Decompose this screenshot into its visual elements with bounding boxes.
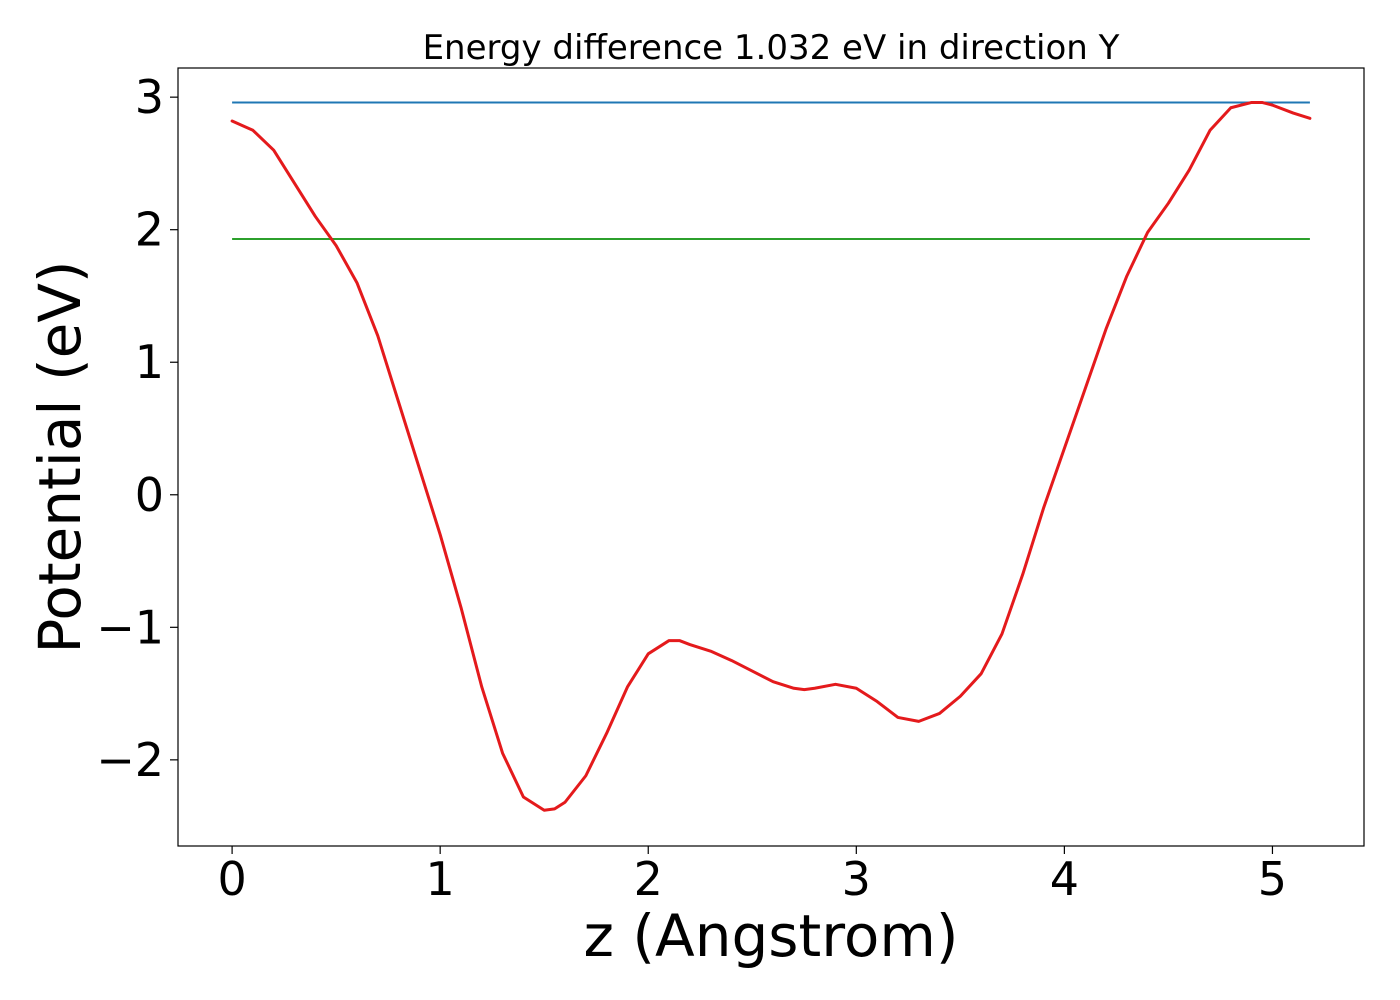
- y-tick-label: 2: [135, 203, 164, 257]
- x-tick-label: 0: [217, 852, 246, 906]
- axes: 0 1 2 3 4 5 −2 −1 0 1 2 3: [96, 70, 1287, 906]
- chart-title: Energy difference 1.032 eV in direction …: [423, 28, 1120, 68]
- x-tick-label: 4: [1050, 852, 1079, 906]
- x-tick-label: 3: [842, 852, 871, 906]
- x-tick-label: 5: [1258, 852, 1287, 906]
- x-tick-label: 1: [426, 852, 455, 906]
- plot-frame: [177, 67, 1365, 847]
- y-tick-label: 3: [135, 70, 164, 124]
- plot-marks: [230, 100, 1312, 812]
- y-tick-label: 0: [135, 468, 164, 522]
- y-tick-label: −1: [96, 600, 164, 654]
- x-axis-label: z (Angstrom): [584, 902, 959, 970]
- y-tick-label: −2: [96, 733, 164, 787]
- x-tick-label: 2: [634, 852, 663, 906]
- y-tick-label: 1: [135, 335, 164, 389]
- potential-curve: [230, 100, 1312, 812]
- y-axis-label: Potential (eV): [26, 260, 94, 653]
